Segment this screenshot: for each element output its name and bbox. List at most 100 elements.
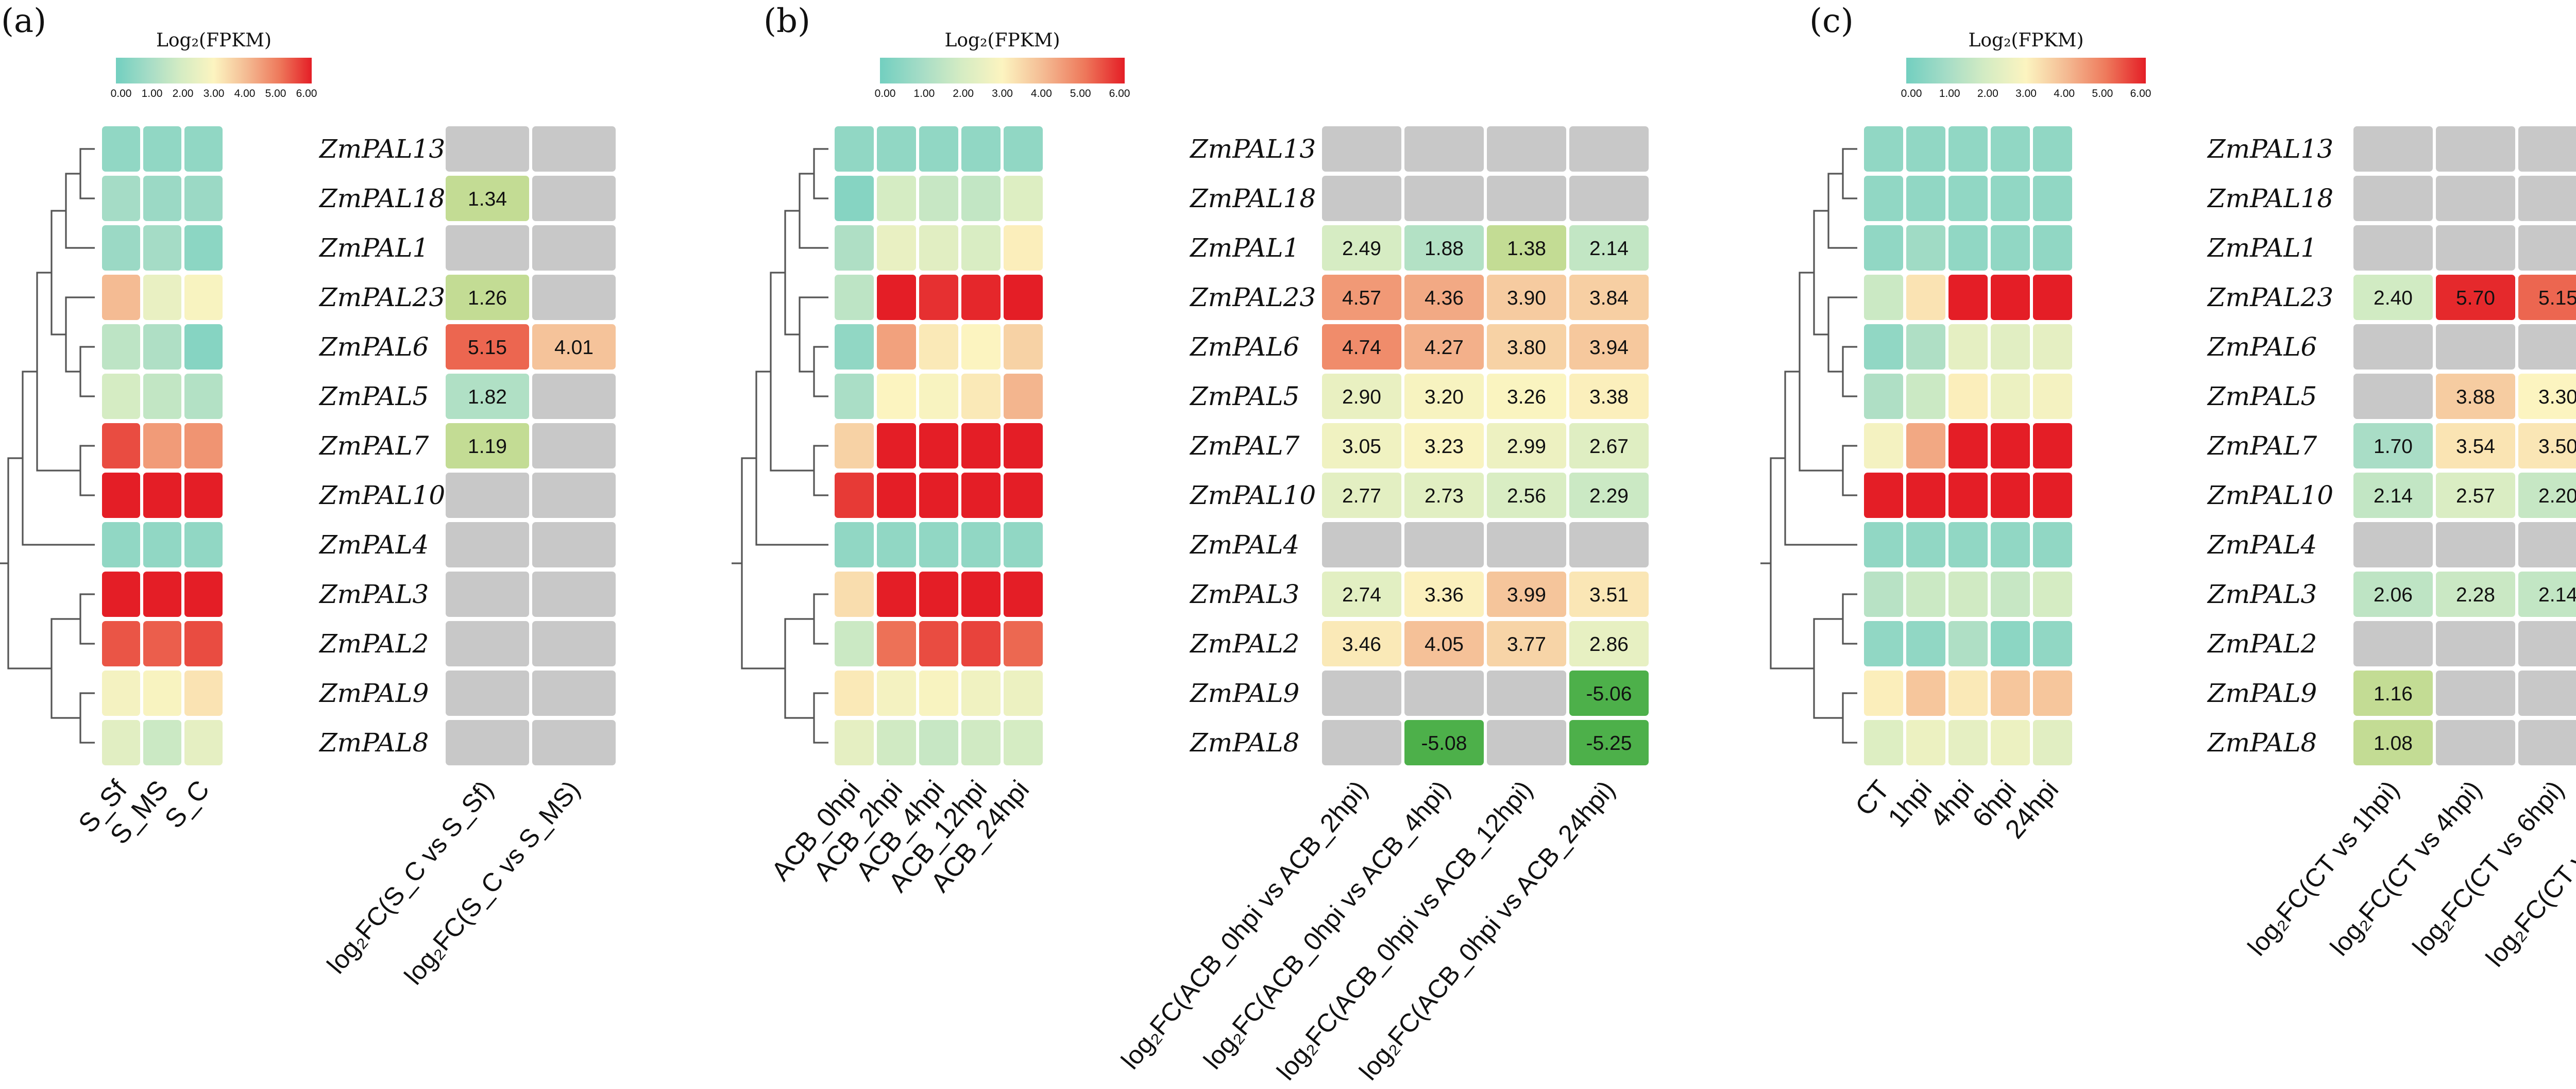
heatmap-cell <box>2033 621 2072 666</box>
fc-value: 2.28 <box>2456 584 2495 606</box>
heatmap-cell <box>102 126 140 172</box>
heatmap-cell <box>1906 324 1945 370</box>
heatmap-cell <box>919 621 958 666</box>
heatmap-cell <box>919 374 958 419</box>
legend-tick-label: 3.00 <box>204 88 225 99</box>
heatmap-cell <box>1991 324 2030 370</box>
fc-cell <box>2518 671 2576 716</box>
gene-label: ZmPAL6 <box>318 332 429 362</box>
fc-cell <box>1322 522 1401 567</box>
heatmap-cell <box>1948 275 1988 320</box>
dendrogram-branch <box>50 210 66 336</box>
fc-value: 2.56 <box>1507 485 1546 507</box>
heatmap-cell <box>1864 176 1903 221</box>
heatmap-cell <box>1004 176 1043 221</box>
fc-cell <box>2518 176 2576 221</box>
fc-cell <box>446 621 529 666</box>
legend-tick-label: 4.00 <box>2054 88 2075 99</box>
heatmap-cell <box>102 176 140 221</box>
fc-cell <box>1487 572 1566 617</box>
fc-cell <box>446 522 529 567</box>
legend-title: Log₂(FPKM) <box>1968 30 2083 51</box>
fc-cell <box>532 473 616 518</box>
heatmap-cell <box>1906 621 1945 666</box>
fc-cell <box>1487 522 1566 567</box>
heatmap-cell <box>143 671 181 716</box>
heatmap-cell <box>184 324 223 370</box>
fc-cell <box>2518 720 2576 765</box>
fc-cell <box>532 225 616 271</box>
heatmap-cell <box>1864 572 1903 617</box>
heatmap-cell <box>1864 720 1903 765</box>
gene-label: ZmPAL8 <box>318 728 429 758</box>
heatmap-cell <box>143 275 181 320</box>
fc-column-label: log₂FC(S_C vs S_MS) <box>399 775 586 990</box>
heatmap-cell <box>143 621 181 666</box>
fc-cell <box>1404 225 1484 271</box>
heatmap-cell <box>961 720 1001 765</box>
heatmap-cell <box>1906 374 1945 419</box>
fc-value: 3.30 <box>2538 386 2576 408</box>
fc-cell <box>446 374 529 419</box>
dendrogram-branch <box>755 371 828 546</box>
fc-cell <box>1404 126 1484 172</box>
legend-tick-label: 0.00 <box>875 88 896 99</box>
heatmap-cell <box>877 126 916 172</box>
fc-value: 1.08 <box>2374 732 2413 755</box>
fc-cell <box>532 423 616 468</box>
gene-label: ZmPAL4 <box>1189 530 1299 560</box>
fc-cell <box>1569 176 1649 221</box>
heatmap-cell <box>961 126 1001 172</box>
fc-cell <box>2436 225 2515 271</box>
heatmap-cell <box>877 176 916 221</box>
fc-cell <box>2353 324 2433 370</box>
gene-label: ZmPAL7 <box>1189 431 1300 461</box>
heatmap-cell <box>1906 275 1945 320</box>
legend-tick-label: 6.00 <box>296 88 317 99</box>
gene-label: ZmPAL23 <box>1189 282 1316 312</box>
heatmap-cell <box>1906 423 1945 468</box>
heatmap-cell <box>143 225 181 271</box>
heatmap-cell <box>1864 324 1903 370</box>
fc-value: 1.70 <box>2374 435 2413 458</box>
dendrogram-branch <box>79 445 95 496</box>
dendrogram-branch <box>7 457 52 669</box>
fc-value: 3.20 <box>1425 386 1464 408</box>
fc-cell <box>446 473 529 518</box>
fc-cell <box>1569 324 1649 370</box>
dendrogram-branch <box>784 210 800 336</box>
fc-value: 1.19 <box>468 435 507 458</box>
gene-label: ZmPAL1 <box>2207 233 2317 263</box>
gene-label: ZmPAL23 <box>318 282 445 312</box>
fc-cell <box>1569 720 1649 765</box>
heatmap-cell <box>1906 671 1945 716</box>
legend-title: Log₂(FPKM) <box>944 30 1060 51</box>
heatmap-cell <box>184 671 223 716</box>
fc-cell <box>1569 572 1649 617</box>
fc-cell <box>446 176 529 221</box>
fc-value: 2.73 <box>1425 485 1464 507</box>
fc-value: 3.88 <box>2456 386 2495 408</box>
gene-label: ZmPAL4 <box>318 530 429 560</box>
heatmap-cell <box>1864 473 1903 518</box>
column-label: 4hpi <box>1925 775 1980 833</box>
heatmap-cell <box>1991 720 2030 765</box>
heatmap-cell <box>877 275 916 320</box>
fc-value: 2.40 <box>2374 287 2413 309</box>
fc-cell <box>1404 621 1484 666</box>
gene-label: ZmPAL2 <box>1189 629 1299 659</box>
fc-cell <box>446 126 529 172</box>
fc-cell <box>2436 423 2515 468</box>
fc-value: 2.20 <box>2538 485 2576 507</box>
fc-value: 2.67 <box>1589 435 1629 458</box>
heatmap-cell <box>1864 671 1903 716</box>
fc-value: 3.99 <box>1507 584 1546 606</box>
heatmap-cell <box>877 720 916 765</box>
fc-cell <box>2353 176 2433 221</box>
gene-label: ZmPAL5 <box>318 381 429 411</box>
legend-tick-label: 1.00 <box>1939 88 1960 99</box>
fc-cell <box>2436 671 2515 716</box>
fc-cell <box>2353 572 2433 617</box>
fc-value: -5.06 <box>1586 683 1632 705</box>
fc-column-label: log₂FC(CT vs 4hpi) <box>2325 775 2487 961</box>
